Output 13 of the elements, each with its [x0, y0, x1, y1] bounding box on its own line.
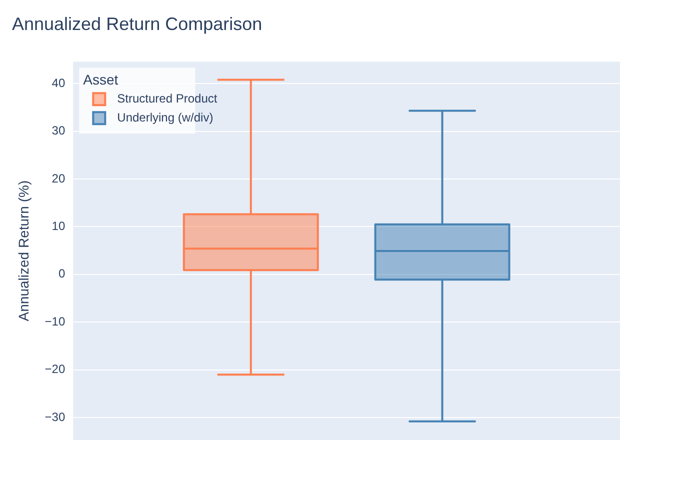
y-tick-label: 30: [52, 124, 66, 138]
y-tick-label: 40: [52, 76, 66, 90]
y-tick-label: 10: [52, 219, 66, 234]
legend-label: Underlying (w/div): [117, 110, 214, 124]
y-tick-label: 20: [52, 171, 66, 186]
y-tick-label: 0: [58, 266, 66, 281]
y-tick-label: −30: [44, 410, 66, 424]
legend-title: Asset: [83, 71, 118, 88]
y-tick-label: −20: [44, 362, 66, 376]
y-axis-title: Annualized Return (%): [15, 180, 32, 322]
chart-title: Annualized Return Comparison: [12, 14, 262, 34]
y-tick-label: −10: [44, 314, 66, 328]
legend-label: Structured Product: [117, 91, 218, 106]
